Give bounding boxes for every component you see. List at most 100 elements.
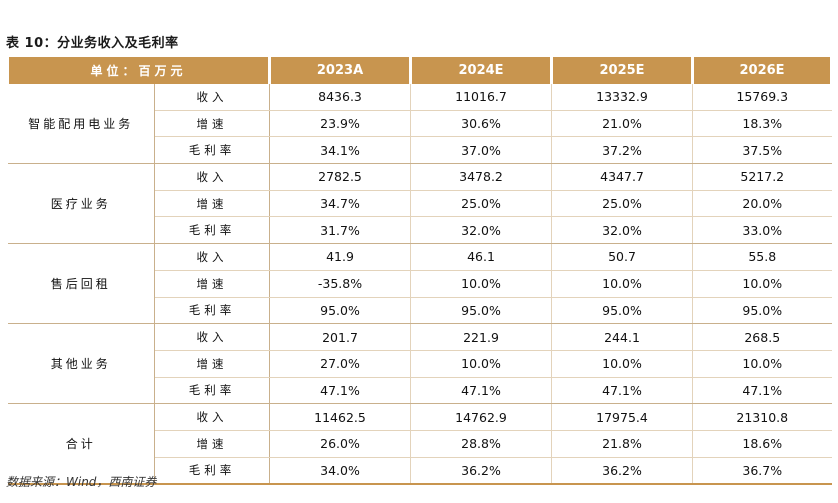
- value-cell: 47.1%: [692, 377, 832, 405]
- table-row: 智能配用电业务 收入 8436.3 11016.7 13332.9 15769.3: [7, 84, 832, 165]
- value-cell: 95.0%: [269, 297, 412, 325]
- value-cell: 10.0%: [692, 350, 832, 378]
- metric-label-cell: 收入: [154, 163, 271, 191]
- table-row: 合计 收入 11462.5 14762.9 17975.4 21310.8: [7, 403, 832, 486]
- value-cell: 36.2%: [410, 457, 553, 486]
- value-cell: 21310.8: [692, 403, 832, 431]
- table-row: 增速 23.9% 30.6% 21.0% 18.3%: [8, 110, 832, 138]
- value-cell: 32.0%: [410, 216, 553, 245]
- unit-header: 单位：百万元: [5, 57, 272, 84]
- value-cell: 10.0%: [551, 350, 694, 378]
- value-cell: 5217.2: [692, 163, 832, 191]
- year-header-2026E: 2026E: [691, 57, 834, 84]
- value-cell: 95.0%: [692, 297, 832, 325]
- table-body: 智能配用电业务 收入 8436.3 11016.7 13332.9 15769.3 增速 23…: [7, 84, 832, 486]
- value-cell: 32.0%: [551, 216, 694, 245]
- value-cell: 23.9%: [269, 110, 412, 138]
- value-cell: 47.1%: [551, 377, 694, 405]
- table-row: 增速 -35.8% 10.0% 10.0% 10.0%: [8, 270, 832, 298]
- table-row: 毛利率 34.1% 37.0% 37.2% 37.5%: [8, 136, 832, 165]
- year-header-2024E: 2024E: [409, 57, 554, 84]
- value-cell: 18.3%: [692, 110, 832, 138]
- value-cell: 10.0%: [410, 350, 553, 378]
- metric-label-cell: 增速: [154, 430, 271, 458]
- metric-label-cell: 收入: [154, 84, 271, 111]
- value-cell: 34.7%: [269, 190, 412, 218]
- revenue-margin-table: 单位：百万元 2023A 2024E 2025E 2026E 智能配用电业务 收入…: [5, 57, 834, 486]
- value-cell: 11016.7: [410, 84, 553, 111]
- value-cell: 36.7%: [692, 457, 832, 486]
- metric-label-cell: 收入: [154, 323, 271, 351]
- table-row: 其他业务 收入 201.7 221.9 244.1 268.5: [7, 323, 832, 405]
- value-cell: 268.5: [692, 323, 832, 351]
- value-cell: -35.8%: [269, 270, 412, 298]
- year-header-2025E: 2025E: [550, 57, 695, 84]
- value-cell: 3478.2: [410, 163, 553, 191]
- metric-label-cell: 收入: [154, 403, 271, 431]
- value-cell: 8436.3: [269, 84, 412, 111]
- value-cell: 10.0%: [692, 270, 832, 298]
- value-cell: 18.6%: [692, 430, 832, 458]
- value-cell: 2782.5: [269, 163, 412, 191]
- value-cell: 21.8%: [551, 430, 694, 458]
- table-row: 增速 26.0% 28.8% 21.8% 18.6%: [8, 430, 832, 458]
- table-row: 医疗业务 收入 2782.5 3478.2 4347.7 5217.2: [7, 163, 832, 245]
- table-row: 增速 34.7% 25.0% 25.0% 20.0%: [8, 190, 832, 218]
- value-cell: 95.0%: [551, 297, 694, 325]
- value-cell: 221.9: [410, 323, 553, 351]
- table-row: 毛利率 95.0% 95.0% 95.0% 95.0%: [8, 297, 832, 325]
- segment-name-cell: 智能配用电业务: [7, 84, 155, 165]
- value-cell: 244.1: [551, 323, 694, 351]
- table-row: 毛利率 31.7% 32.0% 32.0% 33.0%: [8, 216, 832, 245]
- metric-label-cell: 毛利率: [154, 457, 271, 486]
- value-cell: 21.0%: [551, 110, 694, 138]
- value-cell: 30.6%: [410, 110, 553, 138]
- value-cell: 10.0%: [410, 270, 553, 298]
- value-cell: 27.0%: [269, 350, 412, 378]
- table-row: 售后回租 收入 41.9 46.1 50.7 55.8: [7, 243, 832, 325]
- value-cell: 25.0%: [551, 190, 694, 218]
- value-cell: 10.0%: [551, 270, 694, 298]
- value-cell: 37.2%: [551, 136, 694, 165]
- metric-label-cell: 增速: [154, 190, 271, 218]
- table-row: 增速 27.0% 10.0% 10.0% 10.0%: [8, 350, 832, 378]
- table-row: 毛利率 47.1% 47.1% 47.1% 47.1%: [8, 377, 832, 405]
- value-cell: 11462.5: [269, 403, 412, 431]
- value-cell: 37.0%: [410, 136, 553, 165]
- metric-label-cell: 毛利率: [154, 377, 271, 405]
- metric-label-cell: 收入: [154, 243, 271, 271]
- value-cell: 17975.4: [551, 403, 694, 431]
- value-cell: 15769.3: [692, 84, 832, 111]
- metric-label-cell: 增速: [154, 350, 271, 378]
- value-cell: 47.1%: [410, 377, 553, 405]
- segment-name-cell: 医疗业务: [7, 163, 155, 245]
- value-cell: 95.0%: [410, 297, 553, 325]
- value-cell: 31.7%: [269, 216, 412, 245]
- value-cell: 14762.9: [410, 403, 553, 431]
- year-header-2023A: 2023A: [268, 57, 413, 84]
- value-cell: 36.2%: [551, 457, 694, 486]
- value-cell: 46.1: [410, 243, 553, 271]
- value-cell: 50.7: [551, 243, 694, 271]
- segment-name-cell: 合计: [7, 403, 155, 486]
- metric-label-cell: 毛利率: [154, 297, 271, 325]
- revenue-table-container: 单位：百万元 2023A 2024E 2025E 2026E 智能配用电业务 收入…: [5, 57, 834, 486]
- value-cell: 25.0%: [410, 190, 553, 218]
- value-cell: 33.0%: [692, 216, 832, 245]
- value-cell: 4347.7: [551, 163, 694, 191]
- value-cell: 34.0%: [269, 457, 412, 486]
- value-cell: 34.1%: [269, 136, 412, 165]
- value-cell: 41.9: [269, 243, 412, 271]
- metric-label-cell: 增速: [154, 270, 271, 298]
- value-cell: 13332.9: [551, 84, 694, 111]
- metric-label-cell: 毛利率: [154, 216, 271, 245]
- table-title: 表 10：分业务收入及毛利率: [6, 36, 179, 51]
- value-cell: 201.7: [269, 323, 412, 351]
- value-cell: 37.5%: [692, 136, 832, 165]
- value-cell: 55.8: [692, 243, 832, 271]
- metric-label-cell: 增速: [154, 110, 271, 138]
- segment-name-cell: 其他业务: [7, 323, 155, 405]
- table-row: 毛利率 34.0% 36.2% 36.2% 36.7%: [8, 457, 832, 486]
- metric-label-cell: 毛利率: [154, 136, 271, 165]
- value-cell: 28.8%: [410, 430, 553, 458]
